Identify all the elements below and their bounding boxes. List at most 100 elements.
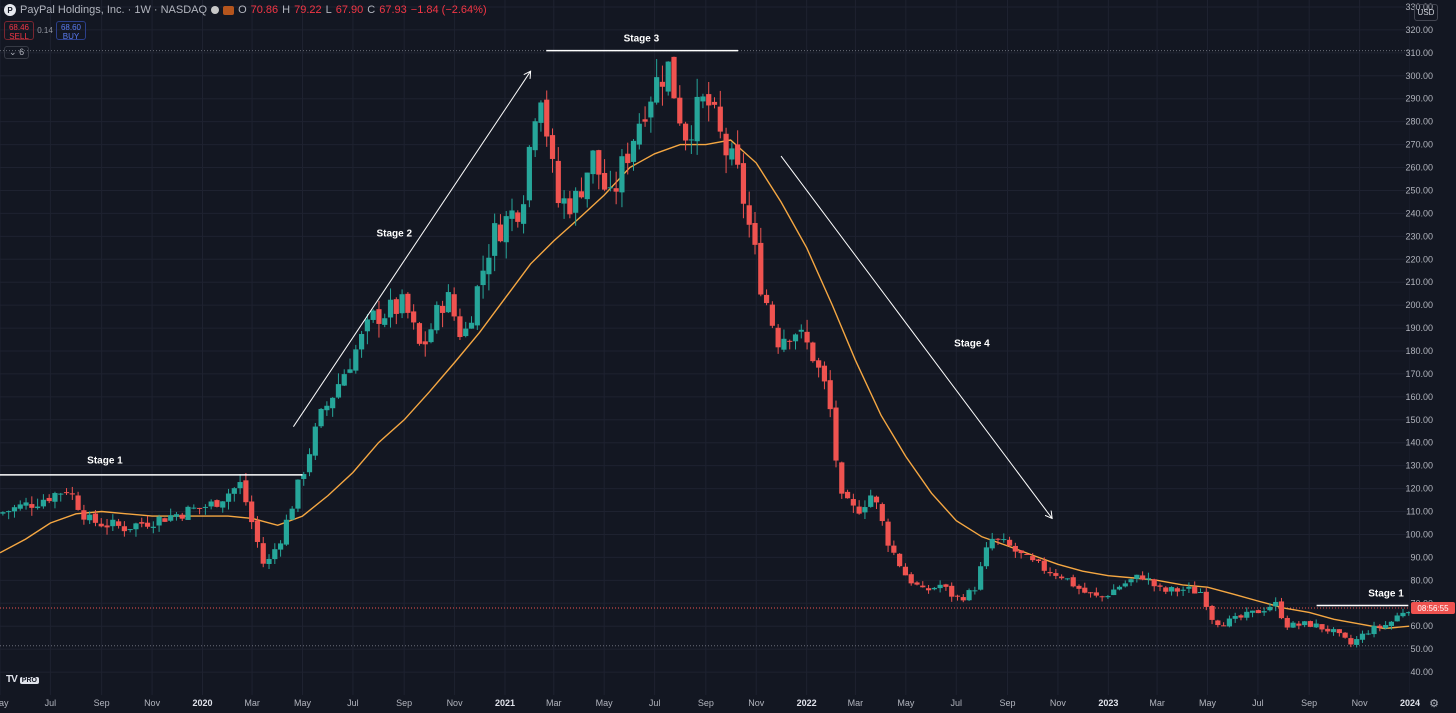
candle-body (1319, 624, 1325, 630)
indicator-toggle[interactable]: ⌄ 6 (4, 46, 30, 59)
y-tick-label: 310.00 (1405, 48, 1433, 58)
candle-body (1140, 575, 1146, 580)
candle-body (1383, 625, 1389, 629)
candle-body (353, 349, 359, 371)
candle-body (775, 327, 781, 348)
x-tick-label: Jul (649, 698, 661, 708)
candle-body (549, 135, 556, 159)
candle-body (46, 497, 52, 502)
candle-body (1388, 621, 1395, 626)
time-axis[interactable]: May Jul Sep Nov 2020 Mar May Jul Sep Nov 2021 Mar Ma… (0, 695, 1420, 713)
x-tick-label: Mar (1149, 698, 1165, 708)
candle-body (954, 595, 961, 597)
candle-body (555, 160, 561, 204)
candle-body (301, 474, 307, 479)
candle-body (6, 511, 12, 513)
brand-logo: TV (6, 674, 18, 685)
candle-body (1093, 592, 1099, 596)
y-tick-label: 110.00 (1406, 507, 1433, 517)
y-tick-label: 260.00 (1405, 163, 1433, 173)
sell-button[interactable]: 68.46 SELL (4, 21, 34, 41)
candle-body (735, 144, 741, 165)
stage-label: Stage 3 (624, 33, 660, 44)
candle-body (931, 587, 937, 590)
candle-body (110, 519, 116, 527)
candle-body (590, 150, 596, 175)
x-tick-label: 2023 (1098, 698, 1118, 708)
y-tick-label: 210.00 (1405, 277, 1433, 287)
price-axis[interactable]: 40.0050.0060.0070.0080.0090.00100.00110.… (1405, 0, 1456, 713)
trend-arrow (780, 155, 1052, 518)
candle-body (1180, 589, 1186, 591)
candle-body (1105, 596, 1111, 598)
candle-body (538, 102, 544, 123)
candle-body (1111, 589, 1117, 596)
buy-button[interactable]: 68.60 BUY (56, 21, 86, 41)
candle-body (370, 310, 376, 320)
candle-body (1128, 579, 1134, 583)
candle-body (295, 479, 301, 509)
candle-body (121, 526, 127, 532)
x-tick-label: Sep (94, 698, 110, 708)
candle-body (1116, 586, 1123, 590)
candle-body (1082, 587, 1088, 593)
gear-icon[interactable]: ⚙ (1429, 698, 1439, 710)
candle-body (902, 566, 909, 576)
candle-body (619, 156, 625, 193)
candle-body (474, 286, 480, 326)
y-tick-label: 90.00 (1410, 552, 1433, 562)
candle-body (827, 380, 833, 410)
candle-body (127, 529, 133, 531)
x-tick-label: 2024 (1400, 698, 1420, 708)
candle-body (451, 294, 457, 317)
candle-body (1336, 629, 1342, 634)
candle-body (636, 123, 642, 145)
candle-body (1359, 633, 1366, 640)
candle-body (723, 133, 729, 156)
low-label: L (325, 4, 332, 16)
candle-body (1209, 605, 1215, 620)
candle-body (1186, 586, 1192, 589)
candle-body (347, 369, 353, 373)
candle-body (23, 502, 29, 506)
x-tick-label: May (294, 698, 312, 708)
candle-body (821, 365, 828, 382)
candle-body (1099, 596, 1105, 598)
candle-body (833, 407, 839, 461)
x-tick-label: Jul (950, 698, 962, 708)
x-tick-label: May (897, 698, 915, 708)
candle-body (769, 304, 775, 326)
candle-body (1047, 572, 1053, 574)
candle-body (1325, 628, 1331, 632)
candle-body (1221, 625, 1227, 627)
candle-body (873, 496, 880, 503)
candle-body (40, 499, 46, 507)
y-tick-label: 240.00 (1405, 208, 1433, 218)
y-tick-label: 170.00 (1405, 369, 1433, 379)
candle-body (642, 119, 648, 122)
candle-body (1001, 539, 1007, 541)
candle-body (1278, 601, 1285, 619)
candle-body (787, 340, 793, 342)
candle-body (104, 525, 110, 528)
candle-body (665, 61, 671, 92)
candle-body (144, 522, 151, 527)
candle-body (1064, 578, 1071, 580)
y-tick-label: 80.00 (1410, 575, 1433, 585)
stage-label: Stage 4 (954, 338, 990, 349)
close-label: C (367, 4, 376, 16)
candle-body (1273, 601, 1279, 607)
candle-body (1012, 545, 1018, 552)
candle-body (1261, 611, 1267, 613)
candle-body (844, 491, 851, 499)
close-value: 67.93 (379, 4, 407, 16)
currency-selector[interactable]: USD (1414, 4, 1438, 21)
candle-body (468, 322, 475, 329)
price-axis-background (1410, 0, 1456, 713)
x-tick-label: May (0, 698, 9, 708)
low-value: 67.90 (335, 4, 364, 16)
stage-label: Stage 1 (1368, 588, 1404, 599)
sell-price: 68.46 (8, 23, 30, 32)
candle-body (532, 121, 538, 151)
